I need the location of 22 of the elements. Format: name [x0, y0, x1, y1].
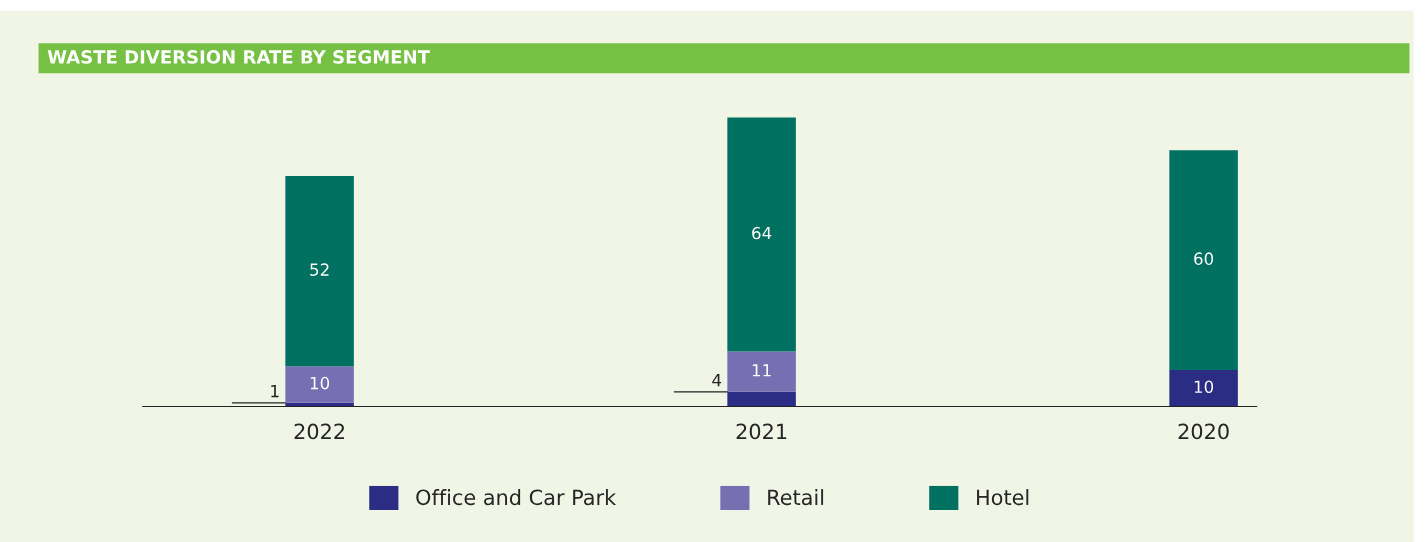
x-tick-label: 2021: [736, 423, 787, 440]
bar: [285, 175, 354, 367]
bar: [727, 351, 796, 392]
legend-label: Office and Car Park: [416, 489, 617, 506]
bar: [727, 117, 796, 352]
data-label: 11: [752, 364, 771, 377]
chart-title: WASTE DIVERSION RATE BY SEGMENT: [47, 50, 430, 64]
x-tick-label: 2022: [294, 423, 345, 440]
x-tick-label: 2020: [1178, 423, 1229, 440]
data-label: 4: [712, 374, 722, 387]
data-label: 52: [310, 263, 329, 276]
legend-label: Hotel: [977, 489, 1029, 506]
bar: [1169, 369, 1238, 407]
data-label: 1: [271, 385, 279, 398]
bar: [727, 391, 796, 407]
bar: [1169, 150, 1238, 370]
bar: [285, 366, 354, 403]
data-label: 10: [1194, 380, 1214, 394]
data-label: 10: [310, 376, 330, 390]
legend-label: Retail: [768, 489, 824, 506]
data-label: 60: [1194, 252, 1214, 265]
data-label: 64: [752, 226, 772, 240]
